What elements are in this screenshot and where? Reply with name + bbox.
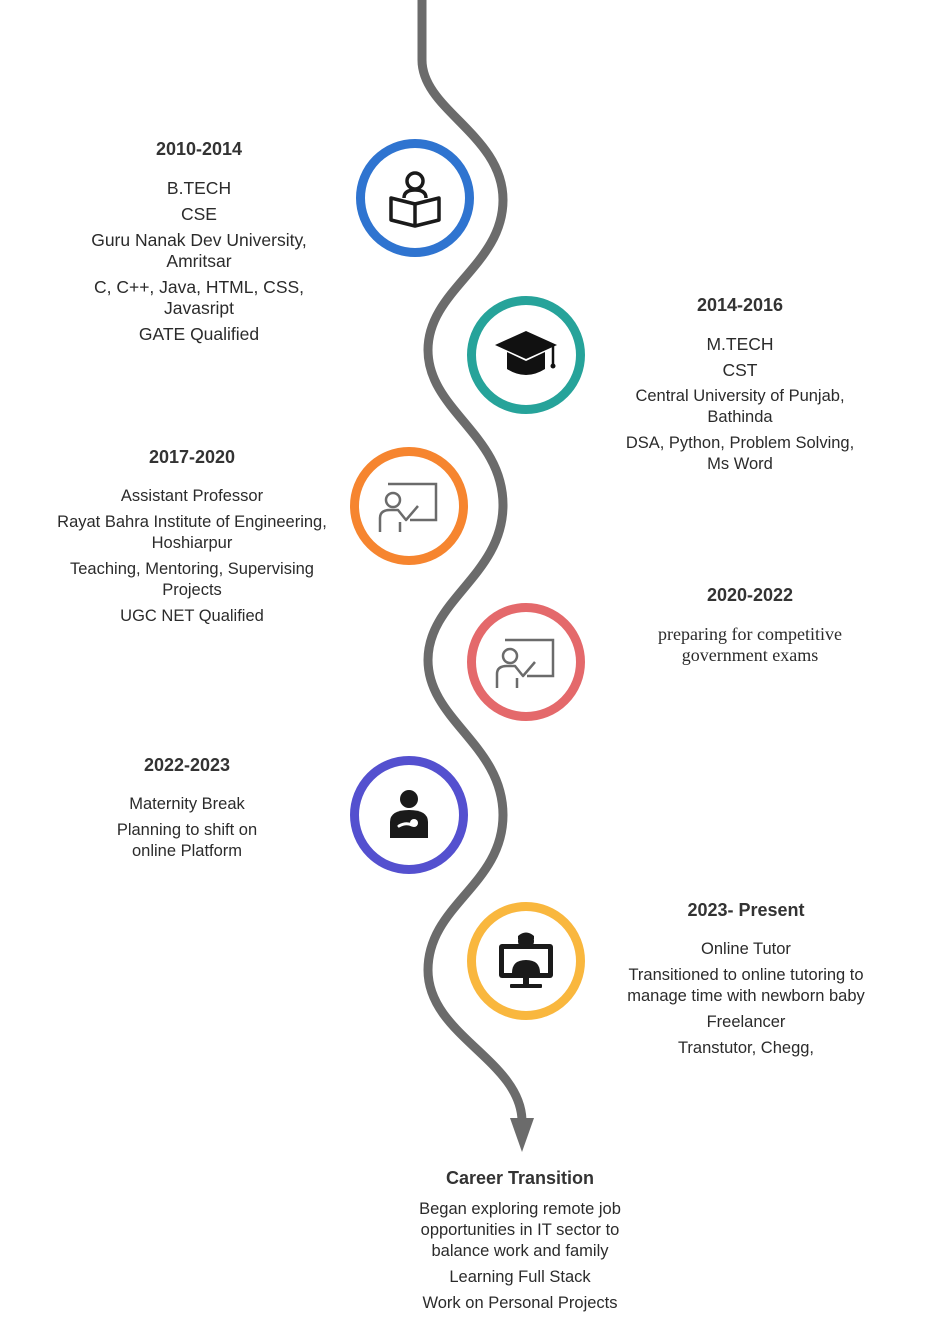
milestone-line: Guru Nanak Dev University, Amritsar bbox=[91, 230, 307, 271]
milestone-text-3: 2017-2020 Assistant Professor Rayat Bahr… bbox=[32, 447, 352, 632]
teacher-board-icon bbox=[495, 638, 555, 688]
milestone-text-4: 2020-2022 preparing for competitive gove… bbox=[615, 585, 885, 671]
milestone-circle-1 bbox=[356, 139, 474, 257]
milestone-line: Transtutor, Chegg, bbox=[677, 1039, 815, 1057]
milestone-line: preparing for competitive government exa… bbox=[658, 624, 842, 665]
milestone-line: UGC NET Qualified bbox=[120, 607, 264, 625]
milestone-line: Maternity Break bbox=[129, 795, 245, 813]
milestone-line: Online Tutor bbox=[701, 940, 791, 958]
career-transition-line: Work on Personal Projects bbox=[422, 1294, 618, 1312]
milestone-line: DSA, Python, Problem Solving, Ms Word bbox=[625, 434, 855, 473]
milestone-circle-4 bbox=[467, 603, 585, 721]
milestone-period: 2014-2016 bbox=[696, 295, 784, 315]
milestone-line: Central University of Punjab, Bathinda bbox=[635, 387, 845, 426]
milestone-line: Transitioned to online tutoring to manag… bbox=[627, 966, 865, 1005]
career-transition-text: Career Transition Began exploring remote… bbox=[384, 1168, 656, 1319]
milestone-line: Planning to shift on online Platform bbox=[116, 821, 258, 860]
milestone-period: 2010-2014 bbox=[155, 139, 243, 159]
milestone-line: Rayat Bahra Institute of Engineering, Ho… bbox=[57, 513, 327, 552]
online-tutor-monitor-icon bbox=[499, 932, 553, 988]
milestone-line: GATE Qualified bbox=[138, 324, 260, 344]
milestone-text-6: 2023- Present Online Tutor Transitioned … bbox=[604, 900, 888, 1064]
milestone-text-1: 2010-2014 B.TECH CSE Guru Nanak Dev Univ… bbox=[48, 139, 350, 350]
career-transition-line: Learning Full Stack bbox=[449, 1268, 591, 1286]
reading-book-icon bbox=[389, 171, 441, 228]
milestone-text-5: 2022-2023 Maternity Break Planning to sh… bbox=[60, 755, 314, 867]
milestone-line: Teaching, Mentoring, Supervising Project… bbox=[70, 560, 314, 599]
milestone-circle-5 bbox=[350, 756, 468, 874]
milestone-line: M.TECH bbox=[706, 334, 774, 354]
milestone-period: 2023- Present bbox=[687, 900, 805, 920]
career-transition-title: Career Transition bbox=[445, 1168, 595, 1188]
parent-baby-icon bbox=[390, 790, 428, 838]
milestone-period: 2022-2023 bbox=[143, 755, 231, 775]
teacher-board-icon bbox=[378, 482, 438, 532]
milestone-line: CSE bbox=[181, 204, 217, 224]
milestone-line: C, C++, Java, HTML, CSS, Javasript bbox=[93, 277, 305, 318]
milestone-period: 2020-2022 bbox=[706, 585, 794, 605]
career-transition-line: Began exploring remote job opportunities… bbox=[419, 1200, 621, 1260]
milestone-line: B.TECH bbox=[166, 178, 232, 198]
milestone-circle-2 bbox=[467, 296, 585, 414]
milestone-line: Assistant Professor bbox=[120, 487, 264, 505]
milestone-text-2: 2014-2016 M.TECH CST Central University … bbox=[600, 295, 880, 480]
arrow-head-icon bbox=[510, 1118, 534, 1152]
milestone-line: CST bbox=[722, 360, 758, 380]
milestone-circle-3 bbox=[350, 447, 468, 565]
milestone-period: 2017-2020 bbox=[148, 447, 236, 467]
milestone-line: Freelancer bbox=[706, 1013, 786, 1031]
graduation-cap-icon bbox=[495, 331, 557, 375]
milestone-circle-6 bbox=[467, 902, 585, 1020]
